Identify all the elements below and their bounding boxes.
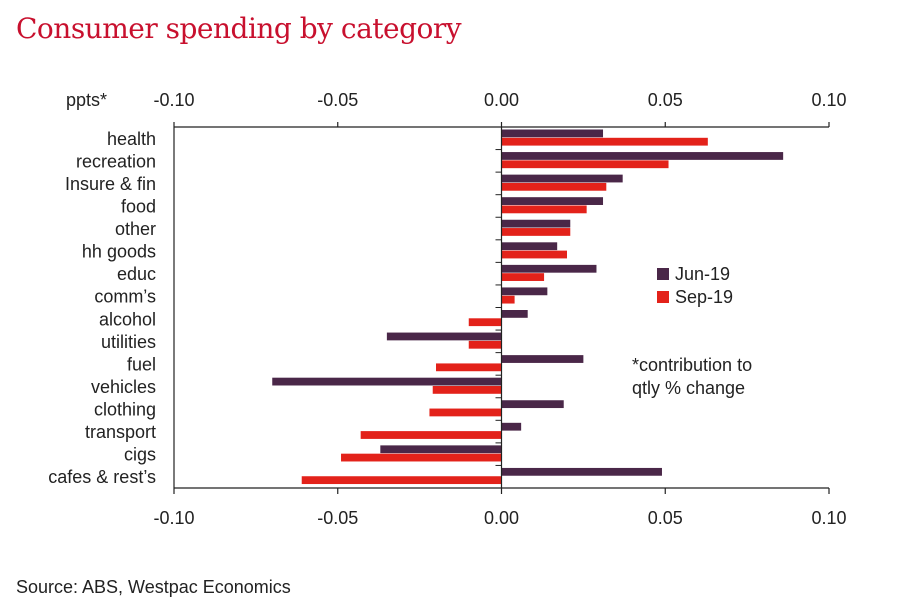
category-label: food <box>121 196 156 216</box>
bar-jun19 <box>501 152 784 160</box>
bar-sep19 <box>501 273 545 281</box>
legend-swatch <box>657 268 669 280</box>
category-label: vehicles <box>91 377 156 397</box>
category-label: other <box>115 219 156 239</box>
top-tick-label: 0.10 <box>811 90 846 110</box>
source-note: Source: ABS, Westpac Economics <box>16 577 291 597</box>
category-label: cafes & rest’s <box>48 467 156 487</box>
bar-sep19 <box>501 228 571 236</box>
footnote-text: *contribution to <box>632 355 752 375</box>
category-label: alcohol <box>99 309 156 329</box>
bar-sep19 <box>468 340 502 349</box>
bar-jun19 <box>501 310 528 318</box>
legend-label: Jun-19 <box>675 264 730 284</box>
bar-sep19 <box>301 476 502 485</box>
bar-jun19 <box>501 400 564 409</box>
bar-sep19 <box>341 453 502 462</box>
bar-jun19 <box>386 332 502 341</box>
unit-label: ppts* <box>66 90 107 110</box>
category-label: transport <box>85 422 156 442</box>
top-tick-label: 0.05 <box>648 90 683 110</box>
bar-sep19 <box>501 137 708 146</box>
top-tick-label: -0.10 <box>153 90 194 110</box>
bar-sep19 <box>436 363 502 372</box>
bar-sep19 <box>501 182 607 191</box>
category-label: educ <box>117 264 156 284</box>
category-label: cigs <box>124 445 156 465</box>
bar-jun19 <box>501 264 597 273</box>
bar-sep19 <box>501 205 587 214</box>
bar-jun19 <box>501 219 571 228</box>
bar-jun19 <box>501 129 604 138</box>
bar-sep19 <box>360 431 502 439</box>
bar-sep19 <box>501 295 515 304</box>
bottom-tick-label: 0.00 <box>484 508 519 528</box>
bar-sep19 <box>501 250 567 259</box>
bar-sep19 <box>432 385 502 394</box>
category-label: health <box>107 129 156 149</box>
bar-jun19 <box>501 197 604 205</box>
bar-jun19 <box>501 422 522 431</box>
category-label: clothing <box>94 400 156 420</box>
bottom-tick-label: 0.05 <box>648 508 683 528</box>
bar-sep19 <box>429 408 502 417</box>
category-label: fuel <box>127 354 156 374</box>
bar-jun19 <box>501 174 623 183</box>
bottom-tick-label: -0.10 <box>153 508 194 528</box>
category-label: utilities <box>101 332 156 352</box>
bar-jun19 <box>380 445 502 454</box>
category-label: Insure & fin <box>65 174 156 194</box>
chart-title: Consumer spending by category <box>16 12 462 45</box>
top-tick-label: 0.00 <box>484 90 519 110</box>
bar-jun19 <box>501 355 584 363</box>
bar-jun19 <box>272 377 502 386</box>
bottom-tick-label: 0.10 <box>811 508 846 528</box>
footnote-text: qtly % change <box>632 378 745 398</box>
category-label: recreation <box>76 151 156 171</box>
legend-label: Sep-19 <box>675 287 733 307</box>
category-label: comm’s <box>94 287 156 307</box>
bar-sep19 <box>468 318 502 327</box>
category-label: hh goods <box>82 242 156 262</box>
bar-jun19 <box>501 467 662 476</box>
legend-swatch <box>657 291 669 303</box>
bottom-tick-label: -0.05 <box>317 508 358 528</box>
bar-jun19 <box>501 242 558 251</box>
bar-sep19 <box>501 160 669 169</box>
bar-jun19 <box>501 287 548 296</box>
top-tick-label: -0.05 <box>317 90 358 110</box>
